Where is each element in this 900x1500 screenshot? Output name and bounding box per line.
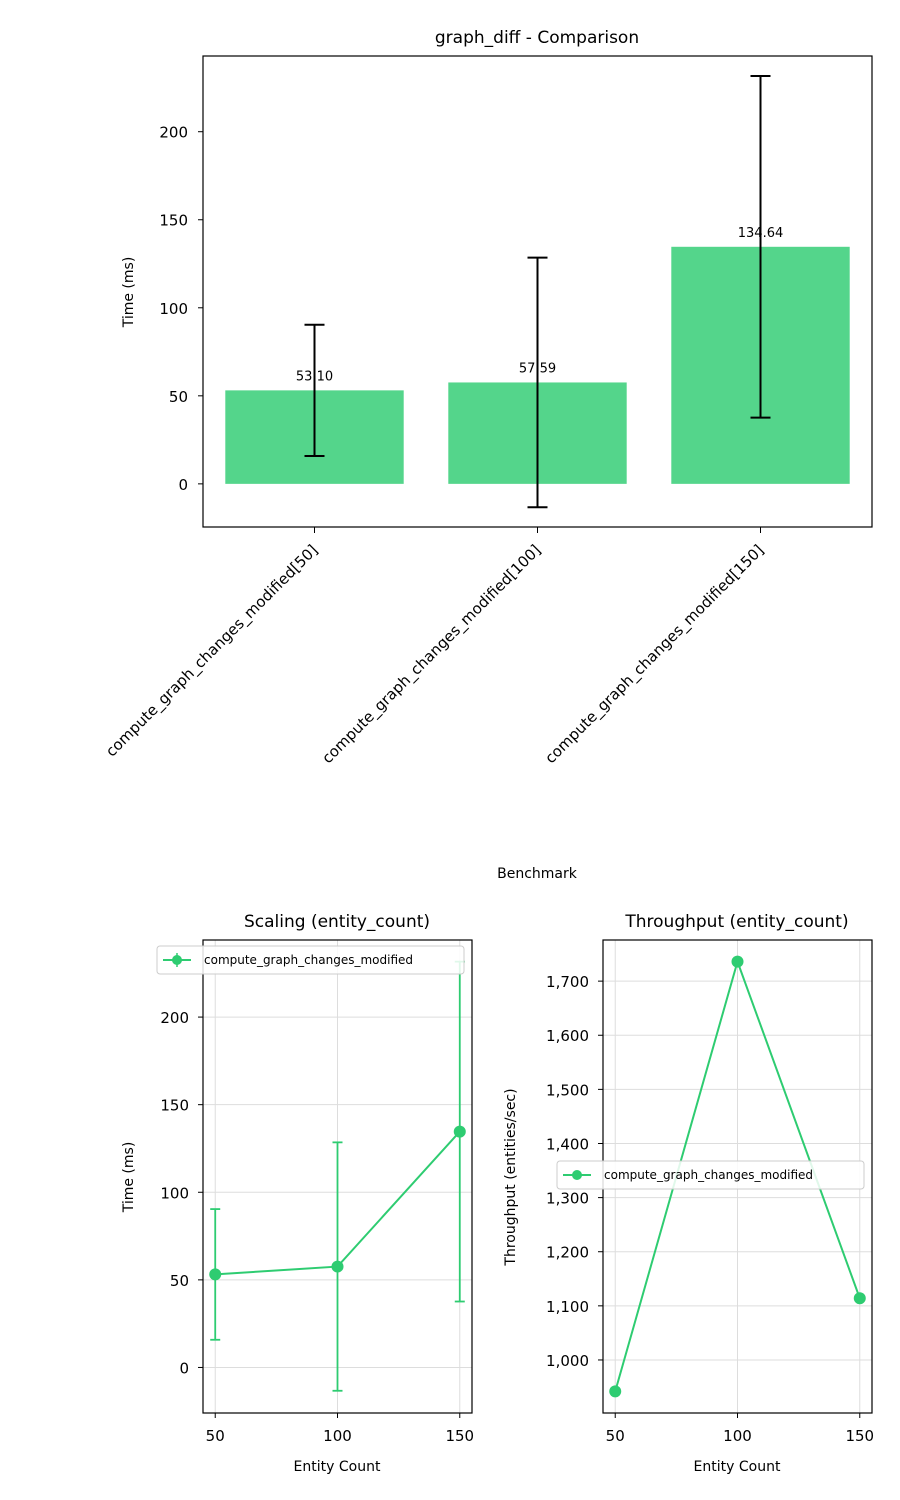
throughput-x-axis-label: Entity Count xyxy=(694,1459,781,1475)
comparison-x-tick-label: compute_graph_changes_modified[100] xyxy=(318,541,545,768)
comparison-x-tick-label: compute_graph_changes_modified[150] xyxy=(541,541,768,768)
scaling-y-tick-label: 50 xyxy=(170,1272,189,1290)
scaling-y-tick-label: 200 xyxy=(160,1009,189,1027)
throughput-legend: compute_graph_changes_modified xyxy=(556,1160,865,1190)
scaling-y-tick-label: 150 xyxy=(160,1097,189,1115)
throughput-y-tick-label: 1,000 xyxy=(546,1352,589,1370)
comparison-y-tick-label: 150 xyxy=(159,212,188,230)
scaling-legend: compute_graph_changes_modified xyxy=(156,945,465,975)
throughput-x-tick-label: 150 xyxy=(845,1427,874,1445)
throughput-y-tick-label: 1,100 xyxy=(546,1298,589,1316)
comparison-y-axis-label: Time (ms) xyxy=(121,257,137,329)
throughput-legend-marker xyxy=(572,1170,582,1180)
throughput-chart-title: Throughput (entity_count) xyxy=(624,912,848,932)
throughput-data-point xyxy=(731,955,744,968)
comparison-y-tick-label: 0 xyxy=(178,476,188,494)
scaling-legend-box xyxy=(156,945,465,975)
scaling-plot-frame xyxy=(202,939,473,1414)
comparison-y-tick-label: 50 xyxy=(169,388,188,406)
scaling-data-point xyxy=(331,1260,344,1273)
throughput-chart: Throughput (entity_count) 1,000 1,100 1,20… xyxy=(503,912,874,1475)
scaling-y-tick-label: 100 xyxy=(160,1184,189,1202)
scaling-data-point xyxy=(209,1268,222,1281)
comparison-value-label: 57.59 xyxy=(519,361,556,376)
comparison-value-label: 134.64 xyxy=(738,226,784,241)
scaling-x-axis-label: Entity Count xyxy=(294,1459,381,1475)
comparison-chart-title: graph_diff - Comparison xyxy=(435,28,639,48)
throughput-x-tick-label: 50 xyxy=(606,1427,625,1445)
throughput-y-tick-label: 1,600 xyxy=(546,1027,589,1045)
scaling-x-tick-label: 100 xyxy=(323,1427,352,1445)
scaling-y-tick-label: 0 xyxy=(179,1359,189,1377)
scaling-data-point xyxy=(453,1125,466,1138)
comparison-x-axis-label: Benchmark xyxy=(497,866,578,882)
throughput-legend-box xyxy=(556,1160,865,1190)
scaling-y-axis-label: Time (ms) xyxy=(121,1142,137,1214)
scaling-chart-title: Scaling (entity_count) xyxy=(244,912,430,932)
comparison-y-tick-label: 200 xyxy=(159,124,188,142)
throughput-data-point xyxy=(853,1292,866,1305)
comparison-x-tick-label: compute_graph_changes_modified[50] xyxy=(102,541,322,761)
throughput-y-tick-label: 1,400 xyxy=(546,1135,589,1153)
scaling-x-tick-label: 50 xyxy=(206,1427,225,1445)
comparison-y-tick-label: 100 xyxy=(159,300,188,318)
throughput-legend-label: compute_graph_changes_modified xyxy=(604,1168,813,1182)
throughput-x-tick-label: 100 xyxy=(723,1427,752,1445)
throughput-y-tick-label: 1,200 xyxy=(546,1244,589,1262)
scaling-legend-marker xyxy=(172,955,182,965)
throughput-y-tick-label: 1,500 xyxy=(546,1081,589,1099)
throughput-y-axis-label: Throughput (entities/sec) xyxy=(503,1088,519,1266)
throughput-y-tick-label: 1,300 xyxy=(546,1190,589,1208)
comparison-plot-frame xyxy=(202,55,873,528)
scaling-legend-label: compute_graph_changes_modified xyxy=(204,953,413,967)
throughput-y-tick-label: 1,700 xyxy=(546,973,589,991)
comparison-chart: graph_diff - Comparison 0 50 100 150 200 53.1… xyxy=(102,28,873,882)
comparison-value-label: 53.10 xyxy=(296,369,333,384)
scaling-x-tick-label: 150 xyxy=(445,1427,474,1445)
scaling-chart: Scaling (entity_count) 0 50 100 150 200 50 100… xyxy=(121,912,474,1475)
throughput-data-point xyxy=(609,1385,622,1398)
